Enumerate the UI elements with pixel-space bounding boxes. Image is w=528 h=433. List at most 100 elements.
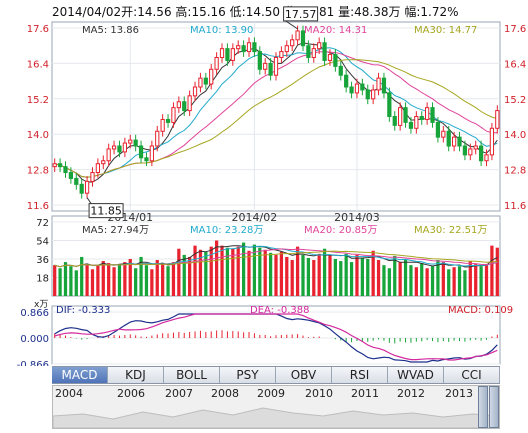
- candle-body: [198, 77, 203, 88]
- timeline-year-2006: 2006: [117, 387, 145, 400]
- candle-body: [371, 89, 376, 100]
- volume-bar: [63, 262, 68, 296]
- volume-bar: [382, 265, 386, 296]
- volume-bar: [490, 245, 494, 296]
- volume-bar: [263, 249, 267, 296]
- volume-bar: [117, 265, 122, 296]
- volume-bar: [457, 266, 462, 296]
- volume-bar: [193, 245, 197, 296]
- volume-bar: [409, 265, 413, 296]
- quote-date: 2014/04/02: [52, 5, 122, 19]
- candle-body: [57, 163, 63, 168]
- timeline-year-2012: 2012: [397, 387, 425, 400]
- candle-body: [473, 145, 478, 150]
- volume-bar: [322, 248, 327, 296]
- open-label: 开:: [121, 5, 138, 19]
- candle-body: [128, 139, 133, 144]
- volume-bar: [80, 256, 84, 296]
- volume-bar: [112, 267, 116, 296]
- indicator-tabs: MACD KDJ BOLL PSY OBV RSI WVAD CCI: [52, 366, 500, 384]
- price-ma30-line: [54, 59, 498, 178]
- timeline-year-2010: 2010: [305, 387, 333, 400]
- candle-body: [295, 30, 300, 41]
- candle-body: [203, 77, 208, 85]
- volume-bar: [468, 261, 472, 296]
- volume-bar: [220, 245, 224, 296]
- timeline-right-handle[interactable]: [489, 386, 499, 428]
- candle-body: [209, 68, 214, 85]
- stock-chart[interactable]: 17.6 17.6 16.4 16.4 15.2 15.2 14.0 14.0 12.8 12.8…: [0, 0, 528, 366]
- candle-body: [344, 74, 349, 88]
- low-value: 14.50: [245, 5, 281, 19]
- candle-body: [187, 95, 192, 112]
- volume-bar: [279, 251, 284, 296]
- low-label: 低:: [229, 5, 246, 19]
- amplitude-value: 1.72%: [420, 5, 459, 19]
- volume-ma-label: MA5: 27.94万: [82, 225, 149, 236]
- volume-ma10-line: [54, 245, 498, 268]
- volume-bar: [349, 262, 354, 296]
- volume-bar: [447, 269, 451, 296]
- amplitude-label: 幅:: [404, 5, 421, 19]
- macd-tick: 0.866: [20, 308, 49, 319]
- candle-body: [408, 121, 414, 129]
- candle-body: [327, 54, 333, 61]
- candle-body: [236, 45, 241, 50]
- volume-bar: [430, 266, 435, 296]
- volume-ma-label: MA30: 22.51万: [414, 225, 487, 236]
- tab-boll[interactable]: BOLL: [164, 367, 220, 383]
- timeline-year-2004: 2004: [55, 387, 83, 400]
- volume-bar: [268, 252, 273, 296]
- volume-bar: [285, 256, 289, 296]
- candle-body: [117, 145, 122, 153]
- volume-bar: [376, 260, 381, 296]
- volume-ma30-line: [54, 250, 498, 268]
- candle-body: [122, 142, 127, 153]
- volume-bar: [225, 247, 230, 296]
- volume-bar: [161, 264, 165, 296]
- volume-bar: [188, 256, 192, 296]
- volume-bar: [328, 254, 332, 296]
- candle-body: [403, 107, 408, 123]
- volume-bar: [436, 260, 440, 296]
- tab-kdj[interactable]: KDJ: [108, 367, 164, 383]
- volume-bar: [301, 254, 305, 296]
- annotation-box: [283, 6, 319, 22]
- tab-psy[interactable]: PSY: [220, 367, 276, 383]
- candle-body: [290, 39, 295, 47]
- volume-bar: [53, 265, 57, 296]
- macd-dif-label: DIF: -0.333: [56, 305, 110, 316]
- price-tick-left: 17.6: [27, 24, 49, 35]
- timeline-navigator[interactable]: 2004 2006 2007 2008 2009 2010 2011 2012 …: [52, 385, 500, 429]
- timeline-left-handle[interactable]: [478, 386, 488, 428]
- volume-bar: [258, 247, 262, 296]
- annotation-label: 17.57: [285, 8, 317, 21]
- candle-body: [398, 107, 403, 126]
- candle-body: [111, 145, 117, 150]
- candle-body: [106, 148, 111, 162]
- volume-bar: [150, 269, 154, 296]
- timeline-sparkline: [53, 407, 499, 428]
- tab-rsi[interactable]: RSI: [332, 367, 388, 383]
- candle-body: [387, 92, 392, 118]
- candle-body: [484, 154, 489, 162]
- price-tick-right: 15.2: [504, 95, 526, 106]
- candle-body: [155, 130, 160, 147]
- candle-body: [284, 45, 289, 53]
- macd-dea-line: [54, 313, 498, 361]
- volume-bar: [198, 249, 203, 296]
- volume-bar: [204, 251, 208, 296]
- tab-macd[interactable]: MACD: [52, 367, 108, 383]
- tab-wvad[interactable]: WVAD: [388, 367, 444, 383]
- volume-bar: [398, 262, 402, 296]
- candle-body: [435, 121, 441, 138]
- volume-bar: [74, 270, 78, 296]
- tab-obv[interactable]: OBV: [276, 367, 332, 383]
- candle-body: [246, 42, 252, 53]
- candle-body: [171, 107, 176, 123]
- tab-cci[interactable]: CCI: [444, 367, 500, 383]
- candle-body: [489, 127, 495, 156]
- volume-bar: [215, 240, 219, 296]
- candle-body: [430, 107, 435, 123]
- candle-body: [160, 118, 165, 132]
